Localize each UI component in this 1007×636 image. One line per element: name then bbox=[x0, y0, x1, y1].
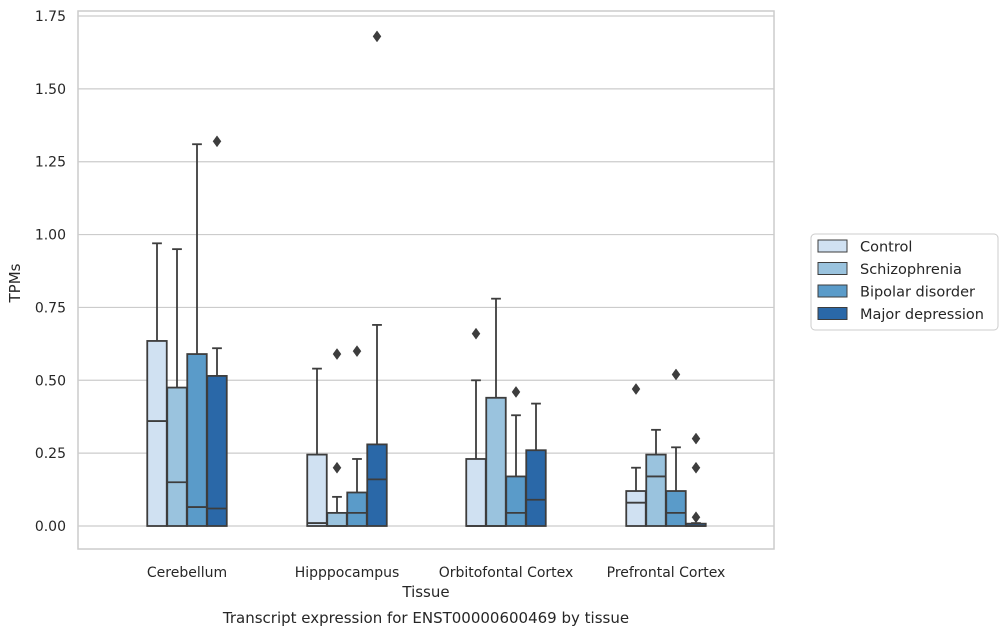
box-major-depression bbox=[685, 432, 707, 527]
box-rect bbox=[505, 475, 527, 527]
outlier-point bbox=[352, 345, 362, 358]
x-tick-label: Orbitofontal Cortex bbox=[439, 565, 574, 581]
legend-swatch bbox=[817, 239, 848, 253]
box-control bbox=[306, 367, 328, 527]
legend-swatch bbox=[817, 262, 848, 275]
x-tick-label: Prefrontal Cortex bbox=[607, 565, 726, 581]
outlier-point bbox=[511, 386, 521, 398]
x-axis-label: Tissue bbox=[401, 583, 449, 601]
box-control bbox=[465, 327, 487, 527]
outlier-point bbox=[332, 461, 342, 474]
y-tick-label: 0.25 bbox=[35, 446, 66, 462]
box-control bbox=[625, 383, 647, 527]
box-rect bbox=[485, 396, 507, 527]
y-tick-label: 1.75 bbox=[35, 9, 66, 25]
y-tick-label: 0.00 bbox=[35, 519, 66, 535]
outlier-point bbox=[372, 30, 382, 43]
x-tick-label: Cerebellum bbox=[147, 565, 227, 581]
legend-swatch bbox=[817, 284, 848, 298]
y-tick-label: 0.75 bbox=[35, 300, 66, 316]
legend-label: Major depression bbox=[860, 307, 984, 323]
box-rect bbox=[346, 491, 368, 527]
box-schizophrenia bbox=[166, 248, 188, 527]
outlier-point bbox=[631, 383, 641, 395]
x-tick-labels: Cerebellum Hipppocampus Orbitofontal Corte… bbox=[147, 565, 725, 581]
y-axis-label: TPMs bbox=[6, 263, 24, 303]
legend-label: Control bbox=[860, 240, 912, 256]
legend-label: Bipolar disorder bbox=[860, 285, 975, 301]
y-tick-label: 1.50 bbox=[35, 82, 66, 98]
outlier-point bbox=[691, 511, 701, 524]
box-rect bbox=[525, 449, 547, 527]
chart-title: Transcript expression for ENST0000060046… bbox=[222, 609, 629, 627]
legend: Control Schizophrenia Bipolar disorder Majo… bbox=[810, 233, 999, 331]
x-tick-label: Hipppocampus bbox=[295, 565, 400, 581]
outlier-point bbox=[332, 348, 342, 360]
box-major-depression bbox=[366, 30, 388, 527]
outlier-point bbox=[471, 327, 481, 340]
box-rect bbox=[166, 386, 188, 527]
box-rect bbox=[625, 490, 647, 527]
box-rect bbox=[186, 353, 208, 527]
box-rect bbox=[306, 453, 328, 527]
outlier-point bbox=[212, 135, 222, 148]
box-control bbox=[146, 242, 168, 527]
y-tick-label: 1.00 bbox=[35, 228, 66, 244]
outlier-point bbox=[691, 432, 701, 445]
box-rect bbox=[366, 443, 388, 527]
box-schizophrenia bbox=[326, 348, 348, 527]
box-layer bbox=[146, 30, 707, 527]
outlier-point bbox=[691, 461, 701, 474]
legend-swatch bbox=[817, 307, 848, 320]
legend-frame bbox=[810, 233, 999, 331]
box-major-depression bbox=[206, 135, 228, 527]
box-rect bbox=[146, 340, 168, 527]
box-rect bbox=[465, 458, 487, 527]
box-major-depression bbox=[525, 402, 547, 527]
plot-frame bbox=[77, 10, 775, 550]
y-tick-label: 1.25 bbox=[35, 155, 66, 171]
y-tick-label: 0.50 bbox=[35, 373, 66, 389]
outlier-point bbox=[671, 368, 681, 381]
box-bipolar-disorder bbox=[665, 368, 687, 527]
legend-label: Schizophrenia bbox=[860, 262, 962, 278]
y-tick-labels: 0.00 0.25 0.50 0.75 1.00 1.25 1.50 1.75 bbox=[35, 9, 66, 535]
box-rect bbox=[206, 375, 228, 527]
box-schizophrenia bbox=[485, 297, 507, 527]
box-rect bbox=[326, 511, 348, 527]
box-rect bbox=[665, 490, 687, 527]
box-rect bbox=[645, 453, 667, 527]
box-bipolar-disorder bbox=[505, 386, 527, 527]
